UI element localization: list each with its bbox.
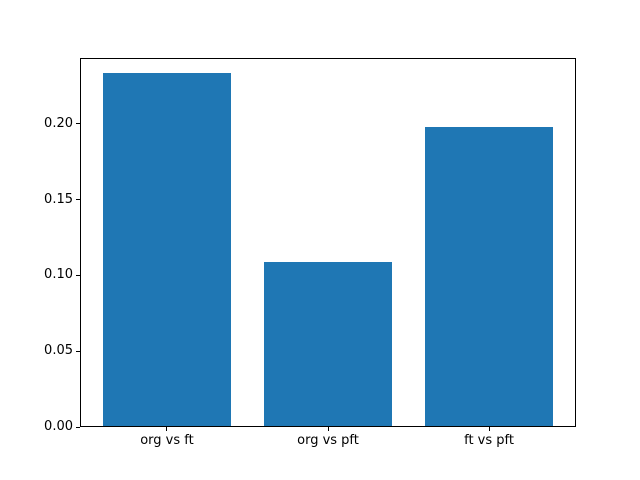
bar	[263, 262, 393, 426]
y-tick-mark	[76, 199, 80, 201]
y-tick-mark	[76, 274, 80, 276]
plot-area	[80, 58, 576, 427]
x-tick-label: ft vs pft	[464, 433, 514, 448]
bar	[102, 72, 232, 426]
y-tick-label: 0.05	[44, 343, 73, 359]
y-tick-label: 0.00	[44, 419, 73, 434]
y-tick-mark	[76, 426, 80, 428]
x-tick-mark	[166, 427, 168, 431]
y-tick-label: 0.15	[44, 191, 73, 207]
y-tick-label: 0.10	[44, 267, 73, 283]
x-tick-label: org vs ft	[140, 433, 194, 448]
x-tick-mark	[327, 427, 329, 431]
x-tick-mark	[488, 427, 490, 431]
x-tick-label: org vs pft	[297, 433, 359, 448]
y-tick-mark	[76, 123, 80, 125]
y-tick-mark	[76, 350, 80, 352]
bar	[424, 127, 554, 426]
y-tick-label: 0.20	[44, 115, 73, 131]
